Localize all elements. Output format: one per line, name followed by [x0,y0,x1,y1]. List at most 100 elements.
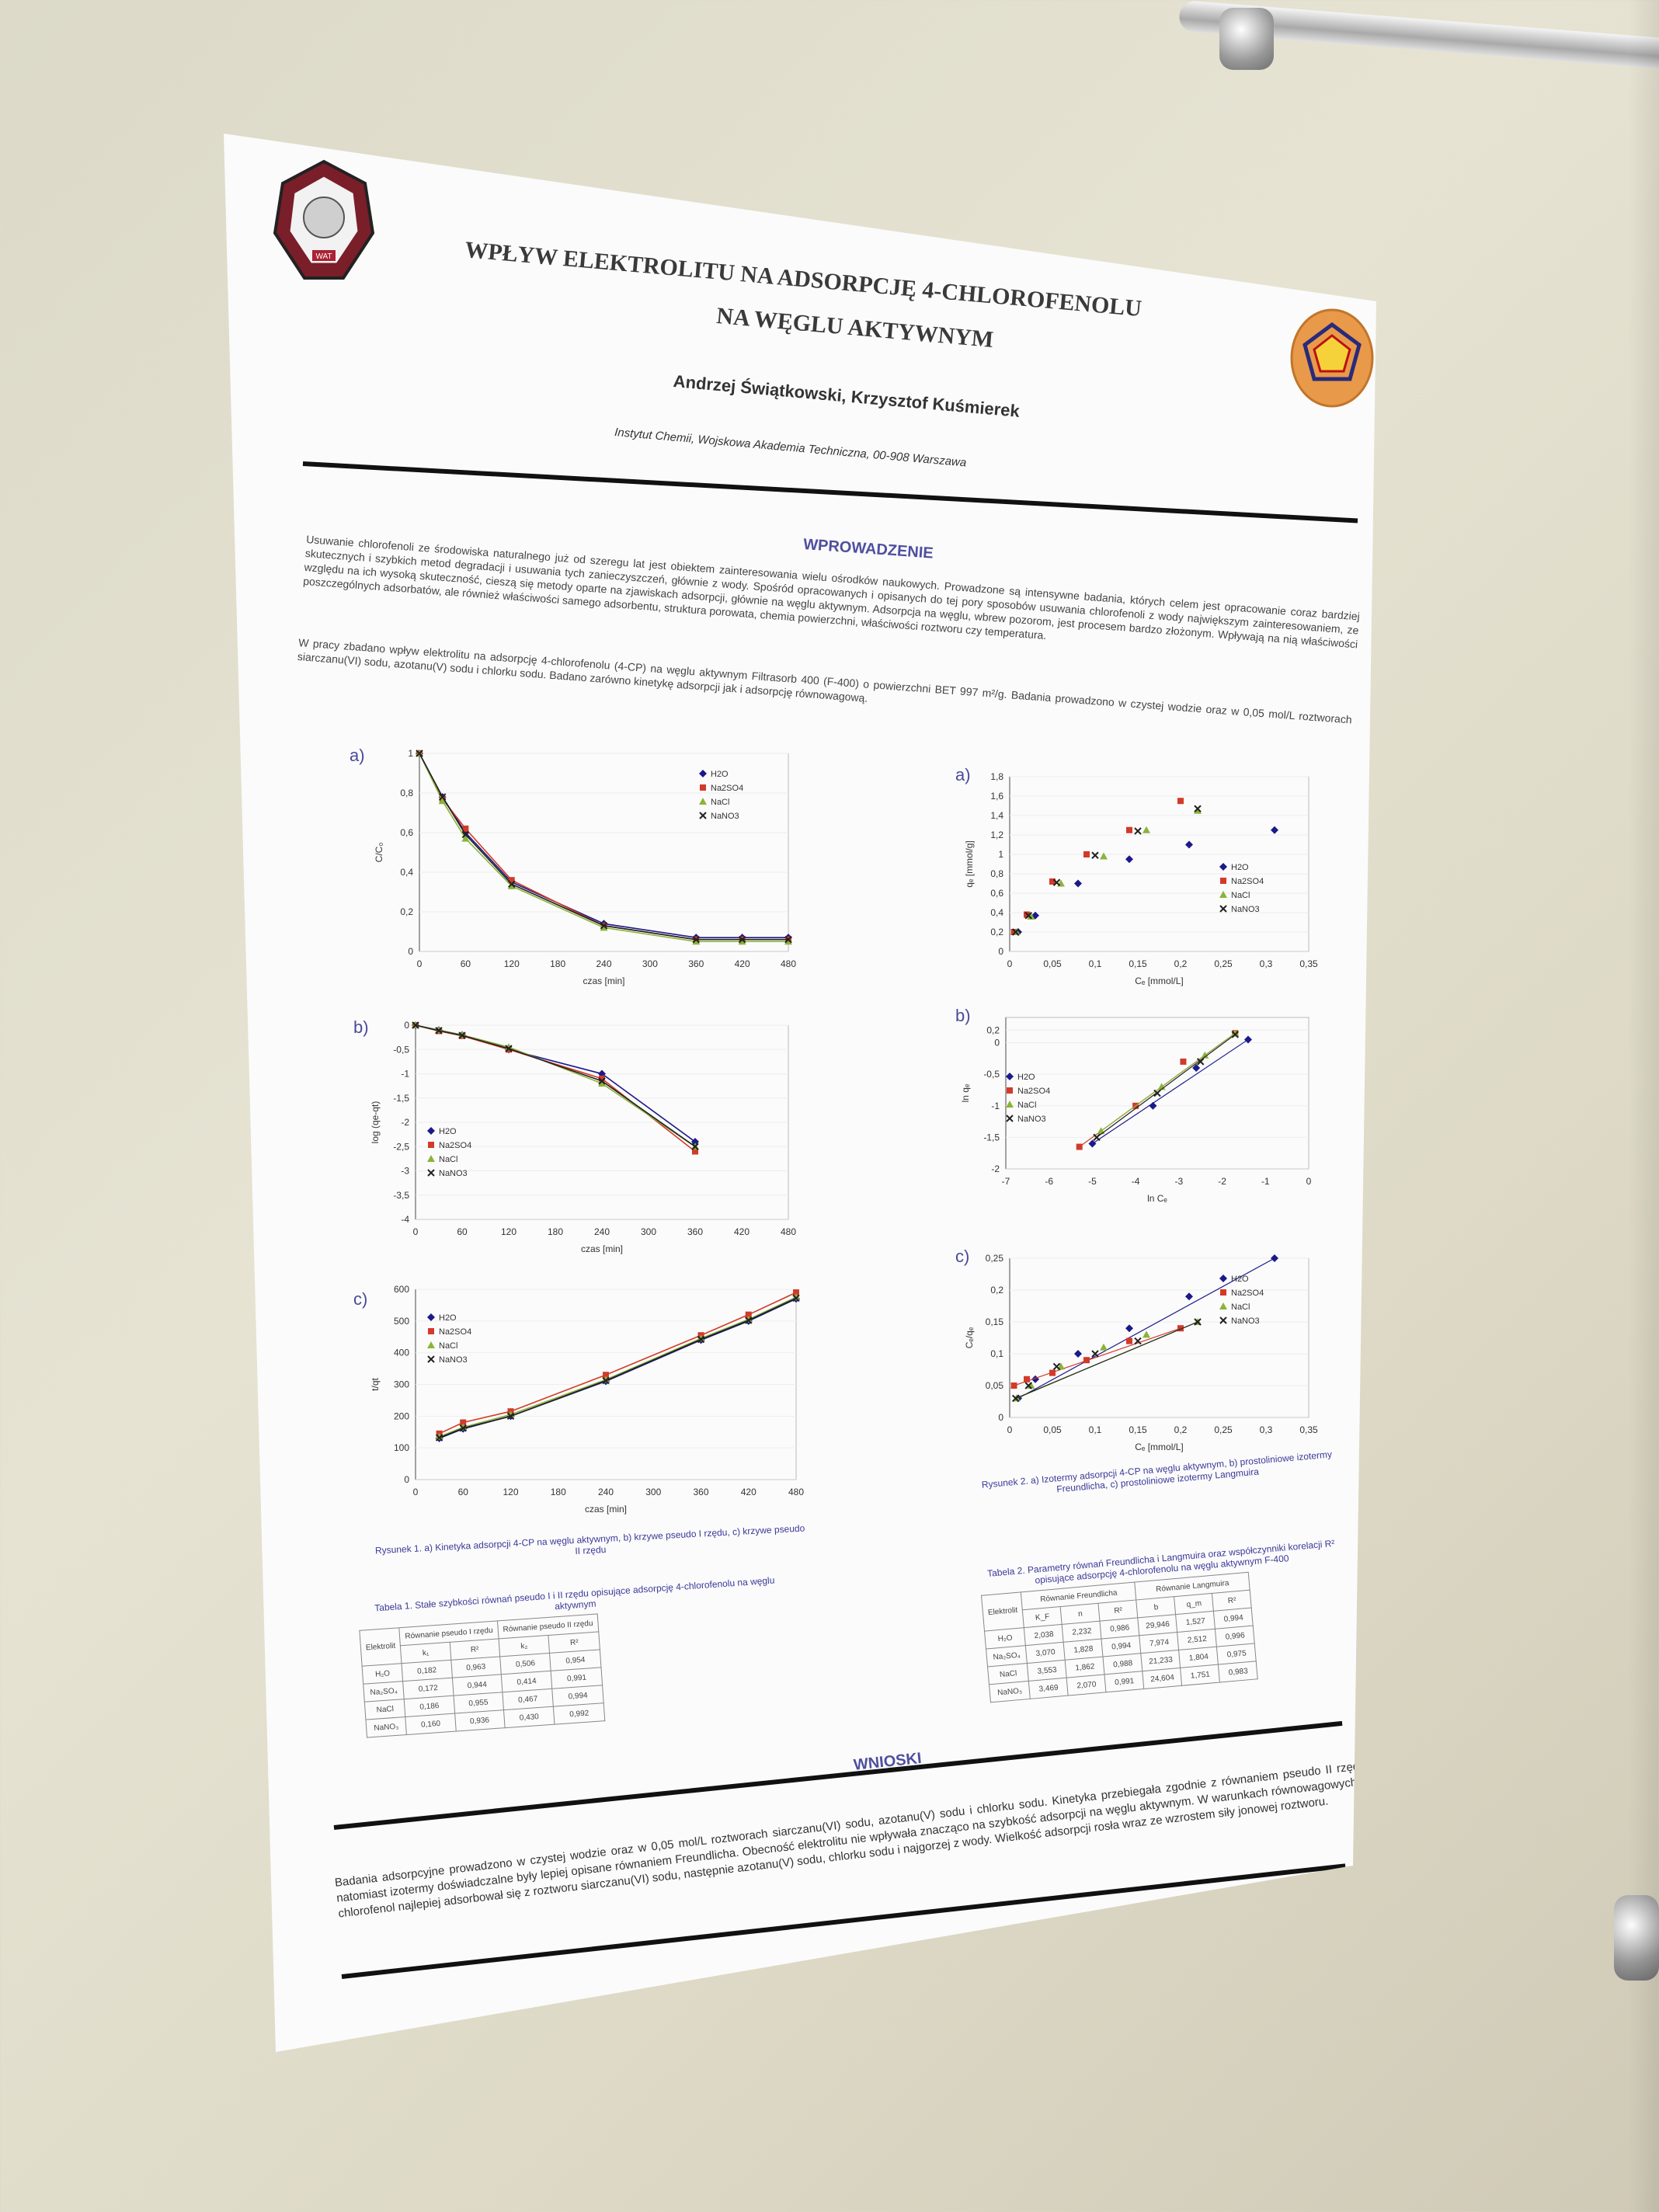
data-point [784,935,792,944]
data-point [1100,852,1108,860]
data-point [461,830,470,839]
y-tick-label: -3,5 [393,1190,409,1201]
chart-1b-pseudo-first-order: b) 0 60 120 180 240 300 360 420 480 0 -0,5 -1 -1,5 -2 -… [353,1017,796,1254]
y-axis-label: log (qe-qt) [370,1101,381,1144]
legend-entry: NaCl [1231,891,1250,900]
table-cell: NaNO₃ [989,1681,1031,1702]
y-tick-label: 0,8 [990,868,1003,879]
data-point [1024,1376,1030,1382]
x-tick-label: 0,25 [1214,1424,1233,1435]
y-tick-label: -2 [401,1117,409,1128]
series-line [415,1024,696,1153]
legend-marker [1007,1087,1013,1094]
data-point [745,1311,752,1318]
data-point [691,1143,699,1150]
data-point [460,1419,467,1426]
data-point [1194,1318,1202,1326]
legend-entry: Na2SO4 [439,1141,471,1150]
table-cell: 1,751 [1180,1664,1220,1686]
y-tick-label: 0,05 [986,1380,1004,1391]
x-tick-label: 0 [1007,958,1013,969]
legend-marker [1219,1303,1227,1309]
legend-marker [1219,891,1227,898]
poster-title-line1: WPŁYW ELEKTROLITU NA ADSORPCJĘ 4-CHLOROF… [464,237,1143,322]
legend-marker [1006,1073,1014,1080]
x-tick-label: 180 [550,958,565,969]
legend-entry: Na2SO4 [711,784,743,793]
data-point [458,1031,466,1039]
data-point [1076,1143,1083,1150]
y-tick-label: -3 [401,1166,409,1177]
data-point [1093,1133,1101,1142]
y-tick-label: 0,4 [990,907,1003,918]
chart-2b-freundlich: b) -7 -6 -5 -4 -3 -2 -1 0 0,2 0 -0,5 -1 -1,5 -2 ln Cₑ ln… [955,1006,1312,1204]
x-tick-label: 480 [781,1226,796,1237]
series-line [419,753,788,943]
y-tick-label: 0 [994,1038,1000,1049]
series-line [415,1024,696,1147]
data-point [692,1148,698,1155]
data-point [1083,851,1090,857]
y-tick-label: 0,1 [990,1348,1003,1359]
data-point [1134,1337,1142,1345]
data-point [459,1424,467,1432]
legend-entry: Na2SO4 [1017,1087,1050,1096]
data-point [1091,851,1099,859]
data-point [1197,1058,1205,1066]
x-axis-label: Cₑ [mmol/L] [1135,976,1183,986]
table-cell: 0,160 [405,1713,456,1735]
x-axis-label: czas [min] [585,1504,627,1515]
header-divider [302,461,1358,523]
table-cell: 2,070 [1066,1674,1107,1696]
data-point [507,882,516,889]
table-header-cell: Elektrolit [359,1627,402,1667]
x-tick-label: 0,2 [1174,958,1188,969]
data-point [1010,929,1017,935]
legend-entry: H2O [711,770,729,779]
data-point [1024,912,1032,920]
x-tick-label: 0 [1306,1176,1312,1187]
x-tick-label: 0 [413,1226,419,1237]
y-tick-label: 0,15 [986,1316,1004,1327]
legend-marker [1220,878,1226,884]
y-tick-label: -2 [991,1163,1000,1174]
series-trendline [1096,1034,1236,1138]
data-point [793,1289,799,1296]
legend-marker [427,1341,435,1348]
data-point [1027,913,1035,920]
x-tick-label: 240 [598,1487,614,1497]
x-tick-label: 300 [642,958,658,969]
legend-marker [427,1355,435,1363]
table-header-cell: Elektrolit [981,1591,1024,1632]
y-tick-label: -0,5 [983,1069,1000,1080]
legend-marker [1219,863,1227,871]
x-tick-label: 120 [503,1487,518,1497]
data-point [1185,840,1193,849]
legend-entry: NaCl [439,1341,457,1351]
x-tick-label: 0 [413,1487,419,1497]
table-cell: 0,991 [1104,1671,1145,1692]
poster-clip-side [1614,1895,1659,1981]
x-axis-label: Cₑ [mmol/L] [1135,1442,1183,1452]
y-tick-label: 1,6 [990,791,1003,802]
chart-1c-pseudo-second-order: c) 0 60 120 180 240 300 360 420 480 0 100 200 300 400 5… [353,1284,804,1515]
plot-frame [1009,776,1309,952]
legend-entry: H2O [1231,1275,1249,1284]
series-line [439,1298,797,1439]
legend-marker [699,770,707,777]
data-point [435,1027,443,1035]
x-tick-label: 120 [504,958,520,969]
series-trendline [1101,1032,1236,1132]
x-tick-label: -1 [1261,1176,1270,1187]
y-tick-label: 500 [394,1316,409,1327]
data-point [1091,1350,1099,1358]
legend-entry: H2O [1017,1073,1035,1082]
y-tick-label: 0,6 [990,888,1003,899]
x-tick-label: 0,2 [1174,1424,1188,1435]
y-tick-label: 1,4 [990,810,1003,821]
x-tick-label: 480 [781,958,796,969]
table-1-block: Tabela 1. Stałe szybkości równań pseudo … [357,1574,801,1738]
y-tick-label: 1,8 [990,771,1003,782]
data-point [435,1432,443,1440]
series-line [419,753,788,941]
